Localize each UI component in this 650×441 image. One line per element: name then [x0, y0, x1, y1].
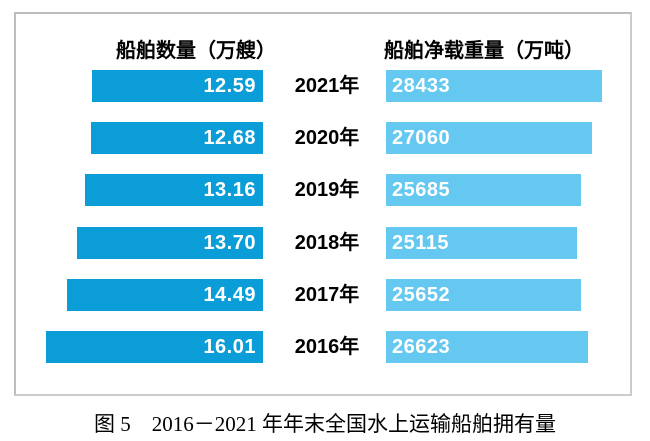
year-label-2018年: 2018年 [294, 232, 360, 254]
left-bar-value: 16.01 [203, 336, 256, 358]
left-bar-value: 12.59 [203, 75, 256, 97]
left-bar-2019年: 13.16 [85, 174, 263, 206]
year-label-2020年: 2020年 [294, 127, 360, 149]
right-bar-value: 27060 [392, 127, 451, 149]
right-bar-2021年: 28433 [386, 70, 602, 102]
right-bar-2019年: 25685 [386, 174, 581, 206]
year-label-2016年: 2016年 [294, 336, 360, 358]
left-bar-value: 12.68 [203, 127, 256, 149]
left-bar-2017年: 14.49 [67, 279, 263, 311]
right-series-header: 船舶净载重量（万吨） [384, 40, 584, 62]
left-bar-value: 13.70 [203, 232, 256, 254]
left-bar-2018年: 13.70 [77, 227, 263, 259]
right-bar-value: 25115 [392, 232, 450, 254]
year-label-2017年: 2017年 [294, 284, 360, 306]
right-bar-2020年: 27060 [386, 122, 592, 154]
left-bar-value: 13.16 [203, 179, 256, 201]
right-bar-value: 25652 [392, 284, 451, 306]
right-bar-2018年: 25115 [386, 227, 577, 259]
left-series-header: 船舶数量（万艘） [116, 40, 276, 62]
right-bar-value: 25685 [392, 179, 451, 201]
right-bar-value: 26623 [392, 336, 451, 358]
left-bar-2021年: 12.59 [92, 70, 263, 102]
right-bar-value: 28433 [392, 75, 451, 97]
right-bar-2016年: 26623 [386, 331, 588, 363]
year-label-2021年: 2021年 [294, 75, 360, 97]
figure-caption: 图 5 2016－2021 年年末全国水上运输船舶拥有量 [94, 412, 556, 436]
left-bar-2020年: 12.68 [91, 122, 263, 154]
year-label-2019年: 2019年 [294, 179, 360, 201]
left-bar-2016年: 16.01 [46, 331, 263, 363]
right-bar-2017年: 25652 [386, 279, 581, 311]
left-bar-value: 14.49 [203, 284, 256, 306]
